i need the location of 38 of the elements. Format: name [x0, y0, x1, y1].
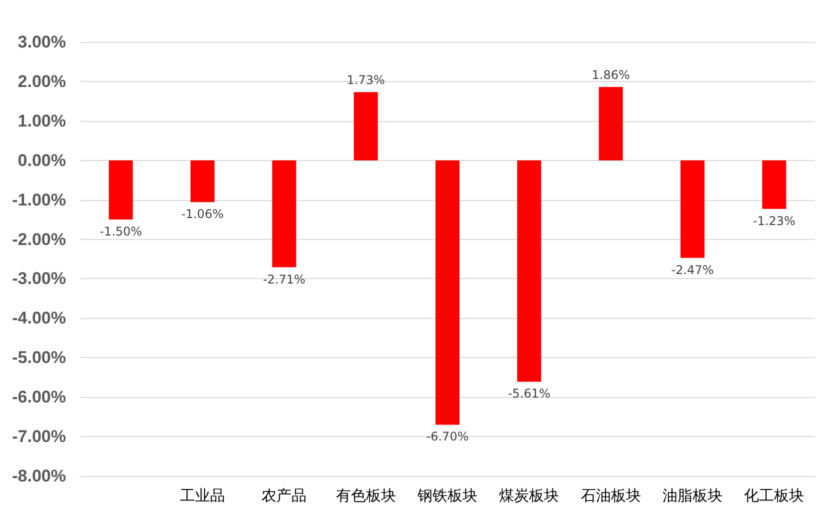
data-label: -2.47% [671, 262, 714, 277]
data-label: -5.61% [508, 386, 550, 401]
y-tick-label: -4.00% [12, 308, 66, 328]
data-label: -1.06% [181, 207, 224, 222]
y-tick-label: -1.00% [12, 190, 66, 210]
y-tick-label: 2.00% [18, 72, 66, 91]
data-label: -6.70% [426, 430, 469, 444]
data-label: -1.50% [100, 224, 142, 239]
bar [680, 160, 704, 258]
bar [190, 160, 214, 202]
y-tick-label: 3.00% [18, 32, 66, 52]
x-tick-label: 油脂板块 [662, 486, 722, 504]
bar [517, 160, 542, 382]
data-label: -2.71% [262, 272, 306, 286]
x-tick-label: 有色板块 [336, 486, 396, 504]
bar [354, 92, 378, 160]
y-tick-label: -5.00% [12, 348, 66, 368]
data-label: -1.23% [752, 214, 796, 228]
bar [436, 160, 460, 425]
x-tick-label: 化工板块 [744, 486, 804, 504]
y-tick-label: -6.00% [12, 388, 66, 407]
x-tick-label: 工业品 [180, 486, 225, 504]
x-tick-label: 煤炭板块 [499, 486, 560, 504]
data-label: 1.73% [346, 73, 385, 88]
y-tick-label: -8.00% [12, 466, 66, 486]
bar [598, 86, 623, 160]
data-label: 1.86% [592, 68, 630, 82]
y-tick-label: -7.00% [12, 427, 66, 446]
x-tick-label: 石油板块 [580, 486, 641, 504]
y-tick-label: -2.00% [12, 230, 66, 249]
bar [272, 160, 296, 268]
bar [762, 160, 786, 209]
y-tick-label: -3.00% [12, 269, 66, 288]
bar [108, 160, 133, 220]
x-tick-label: 钢铁板块 [416, 486, 478, 504]
y-tick-label: 1.00% [18, 111, 66, 130]
y-tick-label: 0.00% [18, 150, 66, 170]
x-tick-label: 农产品 [262, 486, 307, 504]
